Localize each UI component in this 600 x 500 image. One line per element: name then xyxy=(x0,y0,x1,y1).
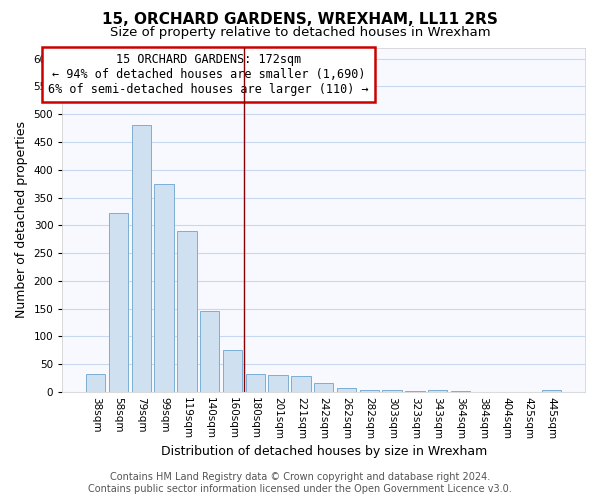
Text: Contains HM Land Registry data © Crown copyright and database right 2024.
Contai: Contains HM Land Registry data © Crown c… xyxy=(88,472,512,494)
Bar xyxy=(337,388,356,392)
Bar xyxy=(223,350,242,392)
Bar xyxy=(382,390,402,392)
Bar xyxy=(428,390,447,392)
Bar xyxy=(542,390,561,392)
Bar xyxy=(268,376,288,392)
Text: Size of property relative to detached houses in Wrexham: Size of property relative to detached ho… xyxy=(110,26,490,39)
Bar xyxy=(291,376,311,392)
Bar xyxy=(245,374,265,392)
Text: 15 ORCHARD GARDENS: 172sqm
← 94% of detached houses are smaller (1,690)
6% of se: 15 ORCHARD GARDENS: 172sqm ← 94% of deta… xyxy=(49,52,369,96)
X-axis label: Distribution of detached houses by size in Wrexham: Distribution of detached houses by size … xyxy=(161,444,487,458)
Bar xyxy=(154,184,174,392)
Text: 15, ORCHARD GARDENS, WREXHAM, LL11 2RS: 15, ORCHARD GARDENS, WREXHAM, LL11 2RS xyxy=(102,12,498,28)
Bar xyxy=(314,383,334,392)
Bar xyxy=(131,126,151,392)
Bar xyxy=(109,213,128,392)
Bar xyxy=(86,374,106,392)
Bar xyxy=(359,390,379,392)
Bar xyxy=(177,231,197,392)
Y-axis label: Number of detached properties: Number of detached properties xyxy=(15,121,28,318)
Bar xyxy=(200,312,220,392)
